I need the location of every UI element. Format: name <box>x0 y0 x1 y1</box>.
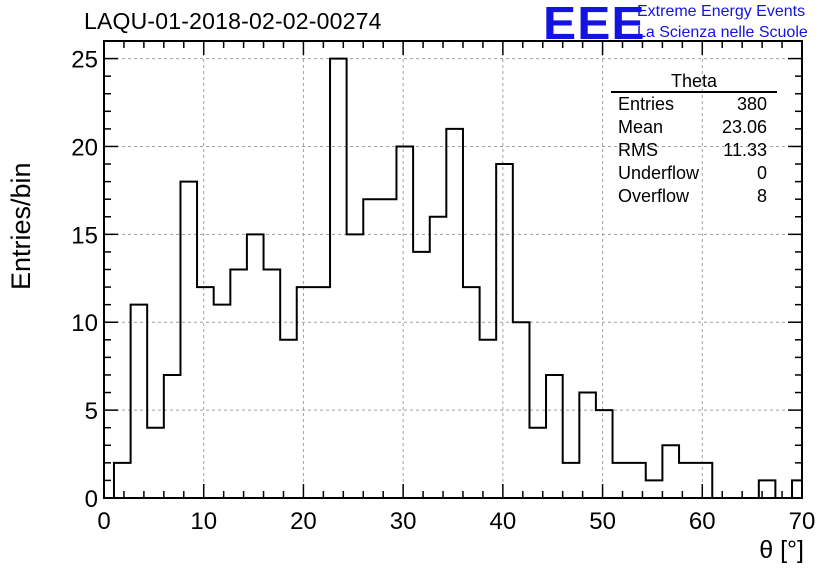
histogram-bin-37 <box>759 480 776 498</box>
histogram-bin-4 <box>180 182 197 498</box>
stats-value: 380 <box>736 94 767 114</box>
histogram-bin-8 <box>247 234 264 498</box>
stats-label: Underflow <box>618 163 700 183</box>
histogram-bin-6 <box>214 305 231 498</box>
stats-title: Theta <box>611 72 777 93</box>
y-tick-label: 5 <box>85 398 98 425</box>
histogram-bin-33 <box>662 445 679 498</box>
x-tick-label: 50 <box>589 508 616 535</box>
y-tick-label: 25 <box>71 47 98 74</box>
x-tick-label: 60 <box>689 508 716 535</box>
histogram-bin-13 <box>330 59 347 498</box>
x-tick-label: 10 <box>190 508 217 535</box>
stats-value: 23.06 <box>721 117 767 137</box>
x-axis-label: θ [°] <box>759 536 804 564</box>
stats-value: 8 <box>756 186 767 206</box>
stats-value: 0 <box>756 163 767 183</box>
histogram-bin-34 <box>679 463 696 498</box>
histogram-bin-27 <box>563 463 580 498</box>
histogram-bin-39 <box>792 480 802 498</box>
histogram-bin-32 <box>646 480 663 498</box>
y-tick-label: 15 <box>71 222 98 249</box>
histogram-bin-14 <box>347 234 364 498</box>
histogram-bin-10 <box>280 340 297 498</box>
stats-row-entries: Entries 380 <box>611 93 777 116</box>
histogram-bin-25 <box>529 428 546 498</box>
eee-logo: EEE <box>543 0 646 49</box>
histogram-bin-1 <box>131 305 148 498</box>
histogram-bin-21 <box>463 287 480 498</box>
histogram-bin-16 <box>380 199 397 498</box>
histogram-bin-18 <box>413 252 430 498</box>
y-tick-label: 10 <box>71 310 98 337</box>
histogram-bin-19 <box>430 217 447 498</box>
stats-row-overflow: Overflow 8 <box>611 185 777 208</box>
stats-box: Theta Entries 380 Mean 23.06 RMS 11.33 Underfl… <box>611 72 777 208</box>
stats-label: Entries <box>618 94 675 114</box>
y-tick-label: 20 <box>71 134 98 161</box>
stats-row-underflow: Underflow 0 <box>611 162 777 185</box>
stats-label: Mean <box>618 117 664 137</box>
histogram-bin-24 <box>513 322 530 498</box>
histogram-bin-28 <box>579 393 596 498</box>
y-tick-label: 0 <box>85 486 98 513</box>
histogram-bin-3 <box>164 375 181 498</box>
stats-label: Overflow <box>618 186 690 206</box>
histogram-bin-35 <box>696 463 713 498</box>
histogram-bin-15 <box>363 199 380 498</box>
stats-value: 11.33 <box>723 140 767 160</box>
histogram-bin-31 <box>629 463 646 498</box>
histogram-bin-22 <box>480 340 497 498</box>
x-tick-label: 20 <box>290 508 317 535</box>
histogram-bin-7 <box>230 270 247 499</box>
histogram-bin-2 <box>147 428 164 498</box>
stats-row-mean: Mean 23.06 <box>611 116 777 139</box>
histogram-bin-9 <box>264 270 281 499</box>
histogram-bin-30 <box>613 463 630 498</box>
logo-line-1: Extreme Energy Events <box>637 3 806 20</box>
x-tick-label: 30 <box>390 508 417 535</box>
x-tick-label: 0 <box>97 508 110 535</box>
stats-label: RMS <box>618 140 658 160</box>
chart-title: LAQU-01-2018-02-02-00274 <box>84 8 382 34</box>
histogram-bin-29 <box>596 410 613 498</box>
histogram-bin-5 <box>197 287 214 498</box>
histogram-bin-23 <box>496 164 513 498</box>
histogram-bin-17 <box>396 146 413 498</box>
stats-row-rms: RMS 11.33 <box>611 139 777 162</box>
x-tick-label: 70 <box>789 508 816 535</box>
logo-line-2: La Scienza nelle Scuole <box>637 24 808 41</box>
stats-rows: Entries 380 Mean 23.06 RMS 11.33 Underflow 0 Ove… <box>611 93 777 208</box>
histogram-bin-11 <box>297 287 314 498</box>
x-tick-label: 40 <box>490 508 517 535</box>
histogram-bin-26 <box>546 375 563 498</box>
histogram-outline <box>112 57 802 499</box>
histogram-bin-20 <box>446 129 463 498</box>
histogram-bin-0 <box>114 463 131 498</box>
histogram-bin-12 <box>313 287 330 498</box>
